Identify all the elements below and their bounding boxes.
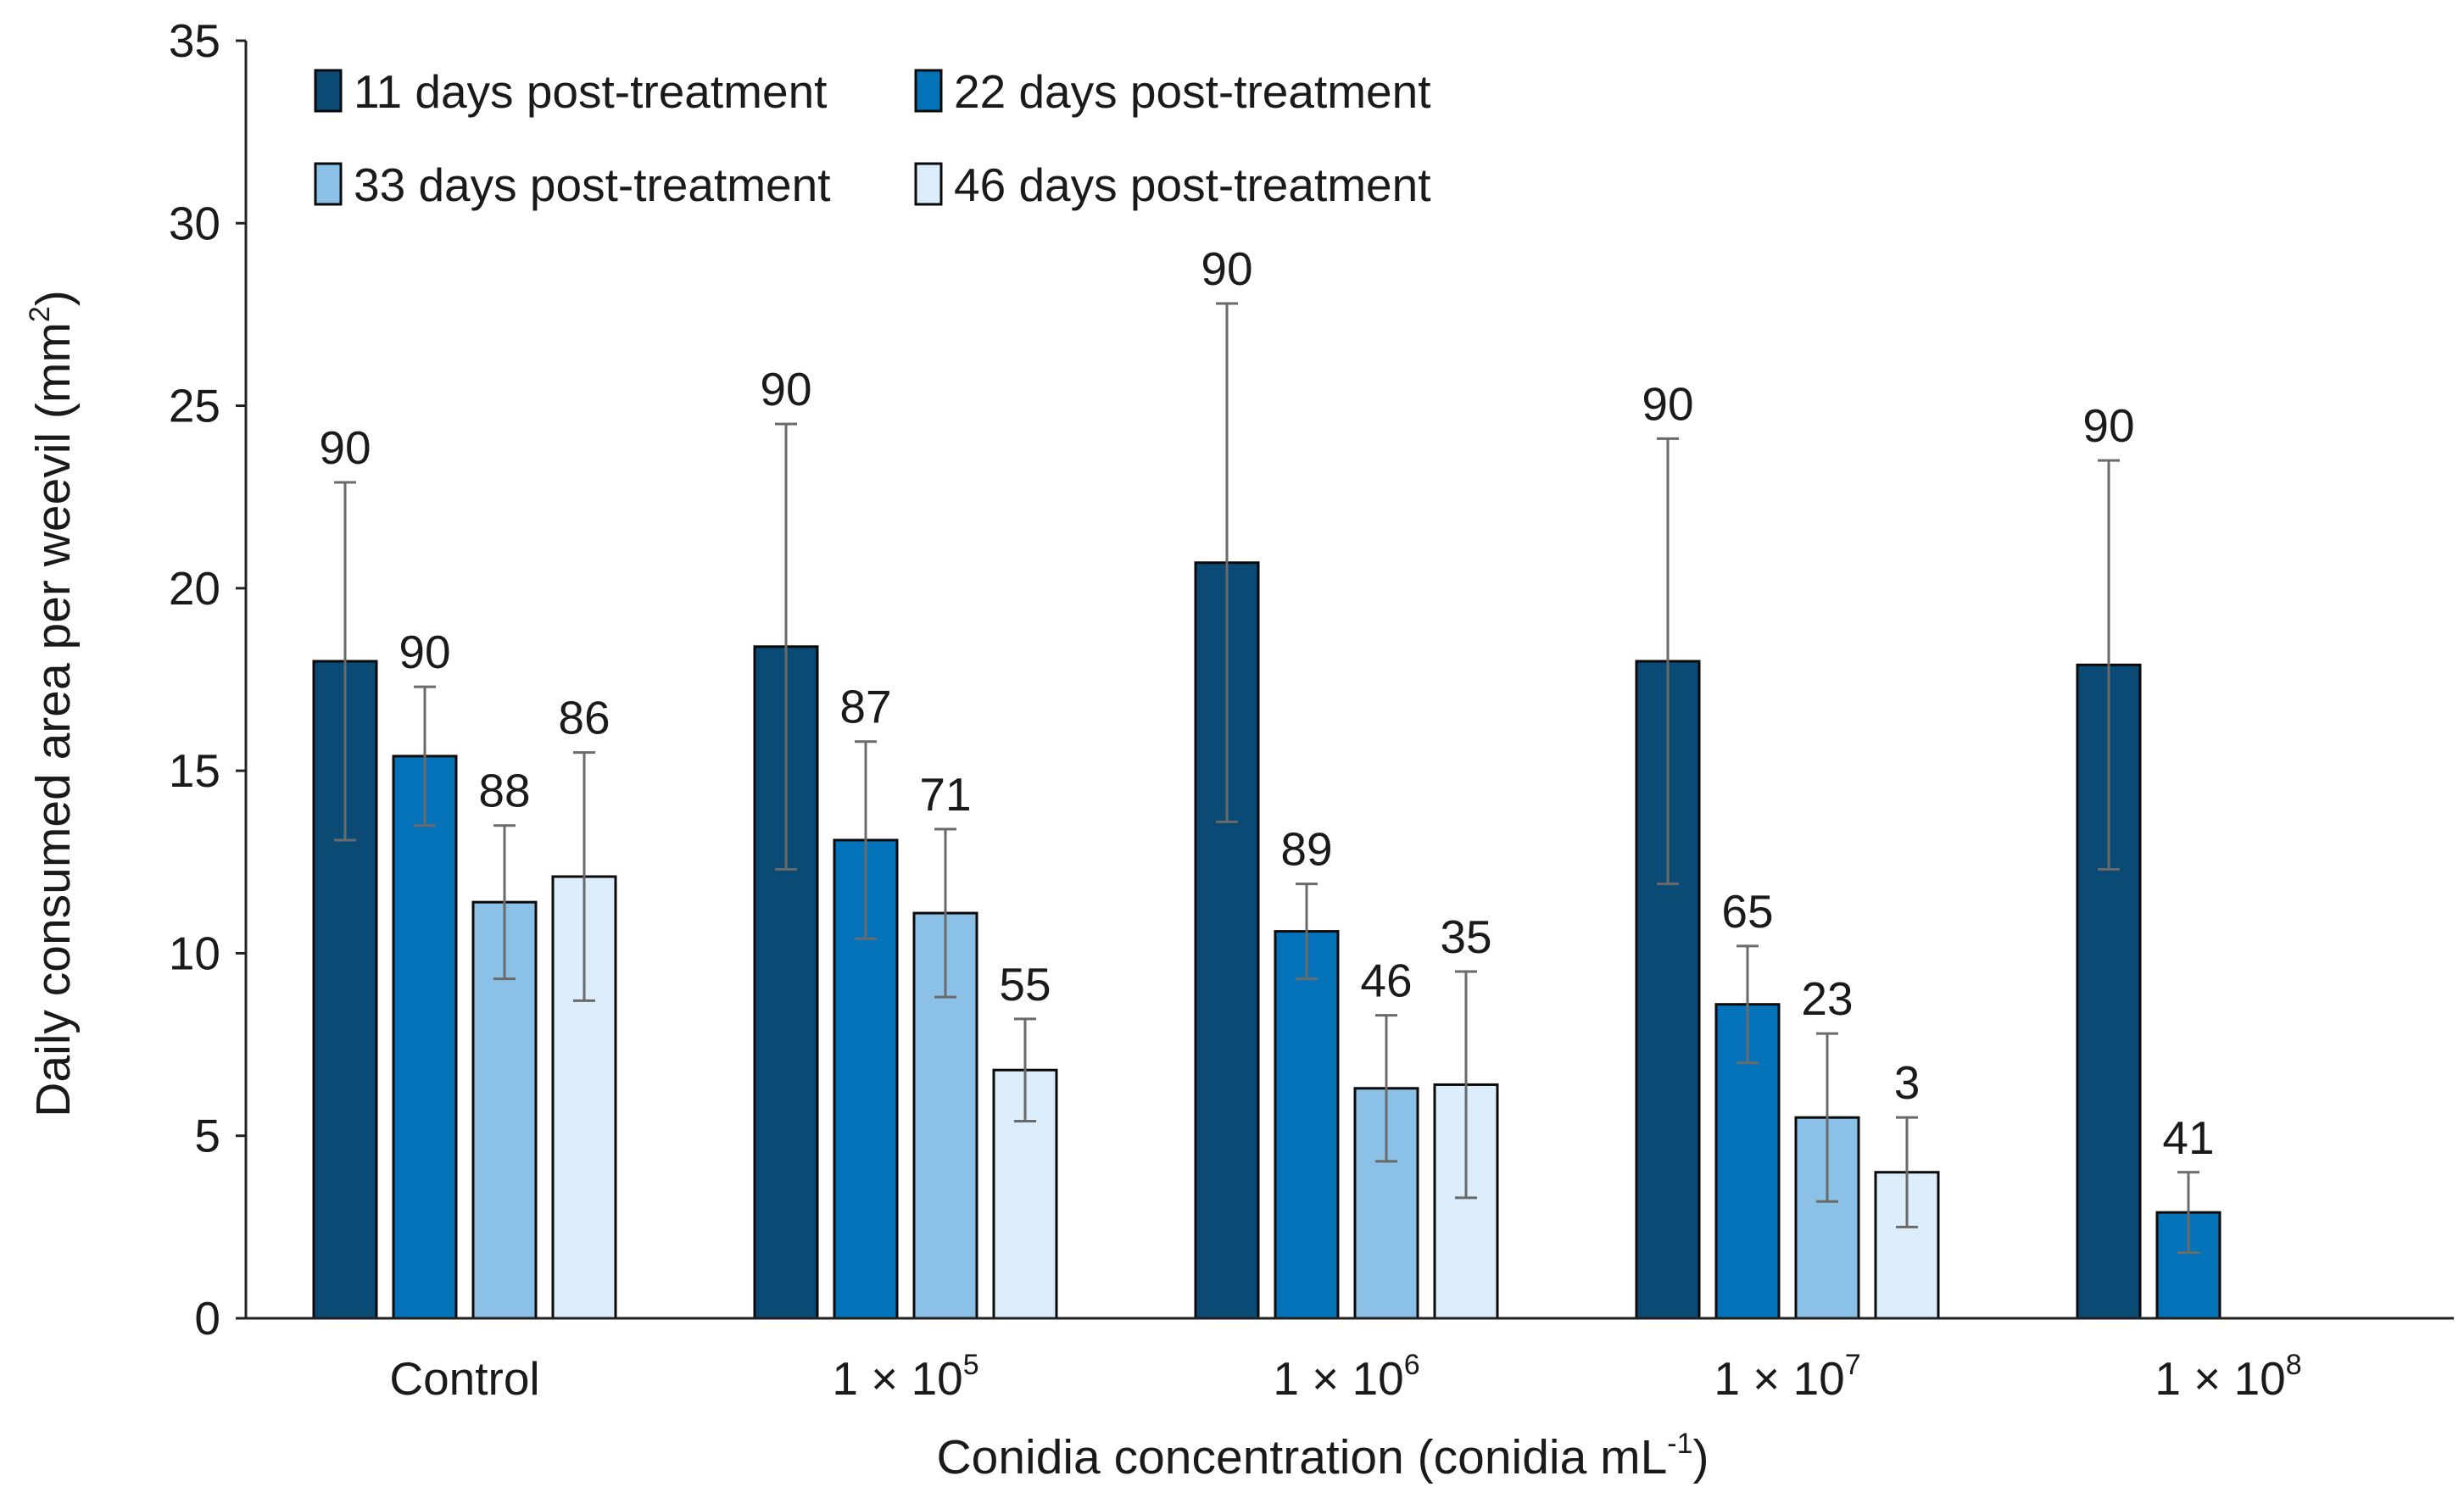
data-label: 55 [999,958,1051,1011]
x-tick-label-exponent: 7 [1845,1349,1861,1381]
legend-label: 11 days post-treatment [354,65,827,118]
x-axis-title-end: ) [1693,1430,1709,1484]
x-axis-title-text: Conidia concentration (conidia mL [936,1430,1667,1484]
x-tick-label-base: 1 × 10 [1714,1352,1844,1405]
data-labels: 90 90 88 86 90 87 71 55 90 89 46 35 90 65 23 3 90 41 [319,242,2214,1164]
bar [1274,930,1340,1320]
data-label: 3 [1894,1056,1920,1109]
legend-swatch [314,69,343,113]
y-axis-title-sup: 2 [24,306,56,322]
y-axis-title-end: ) [26,290,81,306]
y-axis-title: Daily consumed area per weevil (mm2) [24,290,81,1117]
data-label: 65 [1721,885,1773,938]
data-label: 90 [399,626,450,678]
y-tick-label: 30 [169,197,220,249]
x-tick-label: 1 × 107 [1714,1349,1860,1405]
data-label: 90 [319,421,371,474]
x-tick-label: 1 × 105 [832,1349,978,1405]
y-tick-label: 5 [194,1110,220,1162]
legend-swatch [914,162,943,206]
data-label: 23 [1801,972,1853,1025]
data-label: 41 [2162,1111,2214,1164]
data-label: 90 [1642,377,1693,430]
legend-label: 33 days post-treatment [354,159,831,211]
y-axis-title-text: Daily consumed area per weevil (mm [26,322,81,1117]
x-tick-label-base: 1 × 10 [2155,1352,2285,1405]
data-label: 89 [1280,823,1332,876]
x-axis-title-sup: -1 [1667,1428,1692,1460]
data-label: 46 [1360,955,1412,1007]
bars [312,561,2222,1320]
legend-swatch [314,162,343,206]
y-tick-label: 25 [169,380,220,432]
data-label: 90 [1201,242,1252,295]
x-tick-label: 1 × 106 [1273,1349,1419,1405]
legend-swatch [914,69,943,113]
x-tick-label: Control [389,1352,539,1405]
data-label: 88 [478,765,530,817]
legend-label: 46 days post-treatment [954,159,1431,211]
x-tick-label: 1 × 108 [2155,1349,2301,1405]
data-label: 71 [919,768,971,821]
data-label: 86 [558,692,610,744]
x-tick-label-base: 1 × 10 [832,1352,962,1405]
y-tick-label: 15 [169,744,220,797]
x-tick-label-exponent: 5 [963,1349,979,1381]
data-label: 87 [839,681,891,733]
error-bars [334,302,2199,1254]
x-tick-label-exponent: 6 [1404,1349,1420,1381]
x-tick-label-base: Control [389,1352,539,1405]
axes [244,41,2454,1320]
x-tick-label-base: 1 × 10 [1273,1352,1403,1405]
y-tick-label: 0 [194,1292,220,1345]
x-axis-tick-labels: Control 1 × 105 1 × 106 1 × 107 1 × 108 [389,1349,2301,1405]
y-tick-label: 35 [169,14,220,67]
data-label: 35 [1440,910,1491,963]
y-tick-label: 10 [169,927,220,979]
y-axis-ticks: 0 5 10 15 20 25 30 35 [169,14,246,1345]
x-tick-label-exponent: 8 [2286,1349,2302,1381]
data-label: 90 [760,363,811,415]
legend: 11 days post-treatment 22 days post-treat… [314,65,1431,211]
x-axis-title: Conidia concentration (conidia mL-1) [936,1428,1709,1484]
y-tick-label: 20 [169,562,220,615]
data-label: 90 [2082,399,2134,452]
legend-label: 22 days post-treatment [954,65,1431,118]
bar [392,755,458,1320]
